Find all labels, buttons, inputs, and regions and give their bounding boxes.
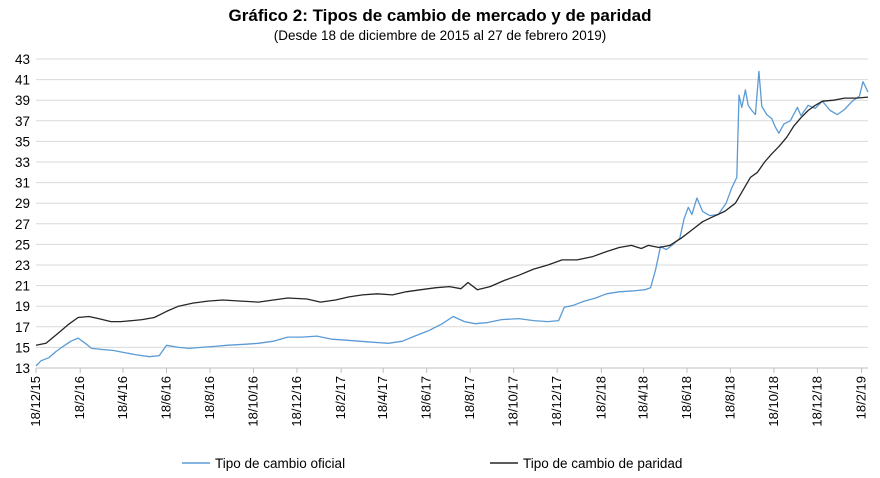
x-tick-label: 18/6/17 xyxy=(419,376,434,419)
y-tick-label: 33 xyxy=(15,155,30,170)
chart-subtitle: (Desde 18 de diciembre de 2015 al 27 de … xyxy=(273,28,607,43)
x-tick-label: 18/2/16 xyxy=(72,376,87,419)
y-tick-label: 17 xyxy=(15,320,30,335)
x-tick-label: 18/8/18 xyxy=(722,376,737,419)
x-tick-label: 18/8/17 xyxy=(462,376,477,419)
x-tick-label: 18/2/18 xyxy=(593,376,608,419)
series-line-oficial xyxy=(35,70,869,367)
y-tick-label: 27 xyxy=(15,217,30,232)
y-tick-label: 21 xyxy=(15,279,30,294)
gridlines xyxy=(36,58,868,369)
x-tick-label: 18/4/17 xyxy=(375,376,390,419)
x-tick-label: 18/10/17 xyxy=(506,376,521,427)
y-tick-label: 43 xyxy=(15,52,30,67)
x-tick-label: 18/12/15 xyxy=(28,376,43,427)
y-tick-label: 35 xyxy=(15,134,30,149)
x-tick-label: 18/12/16 xyxy=(289,376,304,427)
x-tick-label: 18/2/17 xyxy=(333,376,348,419)
legend-label-paridad: Tipo de cambio de paridad xyxy=(523,456,682,471)
x-tick-label: 18/8/16 xyxy=(202,376,217,419)
x-tick-label: 18/2/19 xyxy=(854,376,869,419)
x-axis: 18/12/15 18/2/16 18/4/16 18/6/16 18/8/16 18/1… xyxy=(28,367,869,427)
legend: Tipo de cambio oficial Tipo de cambio de… xyxy=(182,456,682,471)
y-tick-label: 19 xyxy=(15,299,30,314)
x-tick-label: 18/10/16 xyxy=(245,376,260,427)
x-tick-label: 18/4/16 xyxy=(115,376,130,419)
y-tick-label: 41 xyxy=(15,73,30,88)
y-axis: 13 15 17 19 21 23 25 27 29 31 33 35 37 39 41 43 xyxy=(15,52,30,376)
chart-title: Gráfico 2: Tipos de cambio de mercado y … xyxy=(228,6,652,25)
y-tick-label: 37 xyxy=(15,114,30,129)
x-tick-label: 18/10/18 xyxy=(766,376,781,427)
y-tick-label: 23 xyxy=(15,258,30,273)
x-tick-label: 18/6/18 xyxy=(679,376,694,419)
legend-label-oficial: Tipo de cambio oficial xyxy=(215,456,345,471)
y-tick-label: 29 xyxy=(15,196,30,211)
y-tick-label: 31 xyxy=(15,176,30,191)
series-lines xyxy=(35,70,869,367)
y-tick-label: 39 xyxy=(15,93,30,108)
x-tick-label: 18/6/16 xyxy=(158,376,173,419)
y-tick-label: 25 xyxy=(15,237,30,252)
x-tick-label: 18/12/17 xyxy=(549,376,564,427)
series-line-paridad xyxy=(35,96,869,346)
x-tick-label: 18/12/18 xyxy=(809,376,824,427)
x-tick-label: 18/4/18 xyxy=(635,376,650,419)
y-tick-label: 15 xyxy=(15,340,30,355)
y-tick-label: 13 xyxy=(15,361,30,376)
